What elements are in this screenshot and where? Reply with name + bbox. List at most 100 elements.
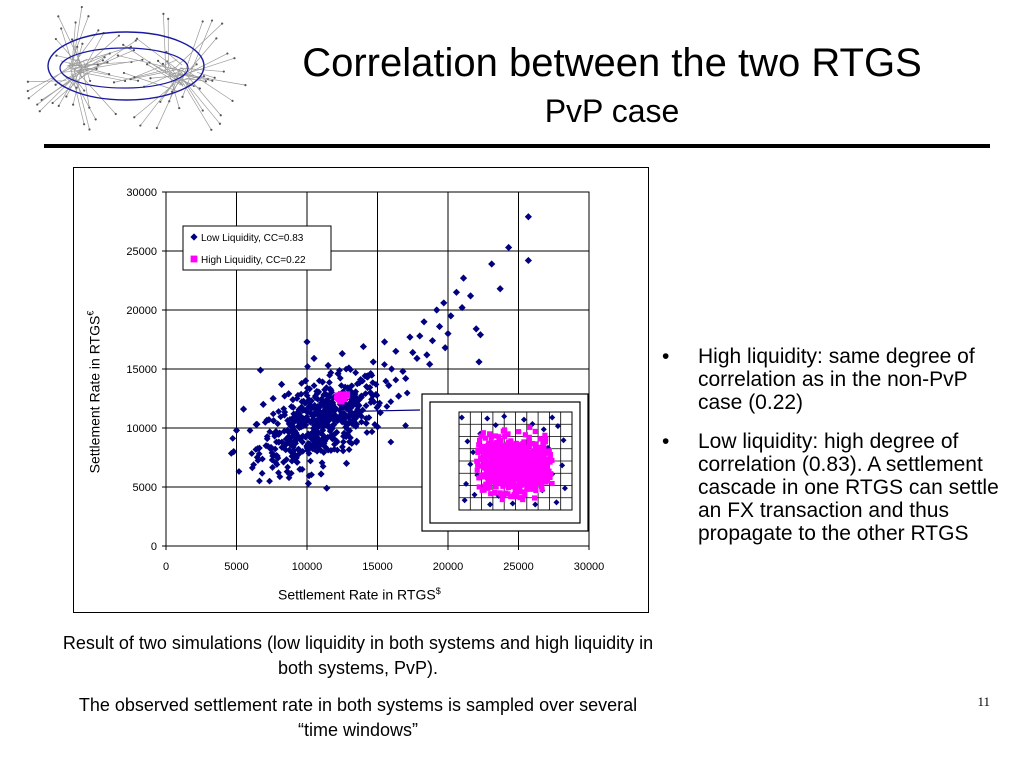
inset-high-liquidity-point: [517, 444, 523, 451]
logo-node: [51, 101, 54, 105]
low-liquidity-point: [310, 354, 318, 362]
logo-edge: [171, 23, 223, 72]
low-liquidity-point: [268, 449, 276, 457]
low-liquidity-point: [333, 428, 341, 436]
low-liquidity-point: [347, 366, 354, 374]
low-liquidity-point: [309, 431, 317, 439]
logo-node: [89, 79, 92, 83]
low-liquidity-point: [330, 421, 337, 429]
logo-edge: [169, 72, 213, 82]
low-liquidity-point: [345, 414, 353, 422]
bullet-item: • High liquidity: same degree of correla…: [662, 345, 975, 414]
logo-edge: [130, 68, 184, 80]
inset-high-liquidity-point: [542, 432, 548, 438]
low-liquidity-point: [286, 415, 294, 423]
low-liquidity-point: [388, 365, 396, 373]
low-liquidity-point: [325, 399, 332, 407]
low-liquidity-point: [475, 358, 483, 366]
low-liquidity-point: [385, 381, 393, 390]
y-tick-label: 0: [151, 541, 157, 553]
inset-high-liquidity-point: [486, 444, 492, 450]
low-liquidity-point: [276, 473, 284, 481]
inset-high-liquidity-point: [500, 472, 506, 478]
logo-edge: [72, 7, 83, 68]
low-liquidity-point: [348, 420, 356, 428]
low-liquidity-point: [318, 459, 326, 467]
low-liquidity-point: [268, 456, 276, 464]
logo-edge: [197, 72, 215, 79]
inset-low-liquidity-point: [464, 438, 471, 445]
title-divider: [44, 144, 990, 148]
low-liquidity-point: [318, 430, 326, 438]
low-liquidity-point: [285, 474, 293, 482]
inset-high-liquidity-point: [517, 459, 523, 465]
low-liquidity-point: [352, 438, 360, 446]
inset-high-liquidity-point: [494, 442, 500, 449]
inset-high-liquidity-point: [542, 471, 549, 478]
low-liquidity-point: [444, 330, 452, 338]
low-liquidity-point: [298, 433, 306, 440]
logo-edge: [146, 63, 182, 86]
inset-high-liquidity-point: [537, 474, 543, 480]
inset-high-liquidity-point: [509, 453, 515, 459]
logo-node: [70, 38, 74, 41]
logo-node: [57, 15, 60, 18]
low-liquidity-point: [269, 464, 276, 471]
logo-node: [129, 45, 133, 48]
logo-edge: [58, 78, 75, 107]
y-tick-label: 15000: [126, 364, 157, 376]
inset-high-liquidity-point: [501, 452, 507, 458]
inset-high-liquidity-point: [479, 457, 485, 463]
low-liquidity-point: [466, 292, 475, 300]
logo-node: [168, 100, 171, 103]
inset-high-liquidity-point: [504, 467, 510, 474]
inset-low-liquidity-point: [484, 415, 491, 422]
inset-high-liquidity-point: [500, 456, 506, 462]
logo-node: [26, 80, 29, 83]
inset-high-liquidity-point: [530, 463, 536, 469]
low-liquidity-point: [274, 420, 282, 428]
low-liquidity-point: [395, 392, 403, 400]
inset-low-liquidity-point: [520, 416, 527, 423]
logo-node: [117, 34, 121, 37]
inset-high-liquidity-point: [483, 481, 489, 487]
low-liquidity-point: [272, 427, 280, 436]
low-liquidity-point: [366, 389, 375, 397]
inset-high-liquidity-point: [524, 482, 530, 488]
low-liquidity-point: [285, 420, 293, 428]
logo-node: [88, 128, 91, 131]
low-liquidity-point: [258, 469, 266, 477]
inset-high-liquidity-point: [525, 459, 532, 465]
logo-node: [83, 89, 86, 92]
inset-high-liquidity-point: [506, 481, 512, 487]
inset-high-liquidity-point: [533, 451, 539, 458]
inset-high-liquidity-point: [537, 478, 543, 484]
inset-high-liquidity-point: [504, 471, 510, 477]
logo-edge: [177, 72, 246, 86]
y-tick-label: 30000: [126, 187, 157, 199]
logo-node: [81, 42, 84, 45]
inset-high-liquidity-point: [526, 434, 532, 440]
inset-high-liquidity-point: [517, 488, 523, 494]
low-liquidity-point: [383, 403, 391, 410]
low-liquidity-point: [313, 387, 321, 396]
low-liquidity-point: [301, 377, 310, 385]
logo-edge: [28, 64, 72, 99]
inset-high-liquidity-point: [532, 428, 538, 435]
logo-node: [87, 15, 90, 18]
logo-node: [80, 5, 83, 9]
inset-high-liquidity-point: [520, 489, 526, 495]
logo-node: [71, 103, 75, 106]
logo-node: [167, 17, 170, 20]
inset-high-liquidity-point: [504, 474, 510, 480]
low-liquidity-point: [339, 404, 347, 411]
inset-high-liquidity-point: [483, 465, 489, 471]
inset-high-liquidity-point: [507, 478, 513, 485]
low-liquidity-point: [328, 398, 336, 406]
inset-high-liquidity-point: [513, 450, 520, 456]
low-liquidity-point: [326, 371, 334, 379]
x-tick-label: 30000: [574, 561, 605, 573]
logo-edge: [76, 59, 143, 72]
low-liquidity-point: [298, 398, 306, 406]
logo-node: [170, 90, 174, 93]
